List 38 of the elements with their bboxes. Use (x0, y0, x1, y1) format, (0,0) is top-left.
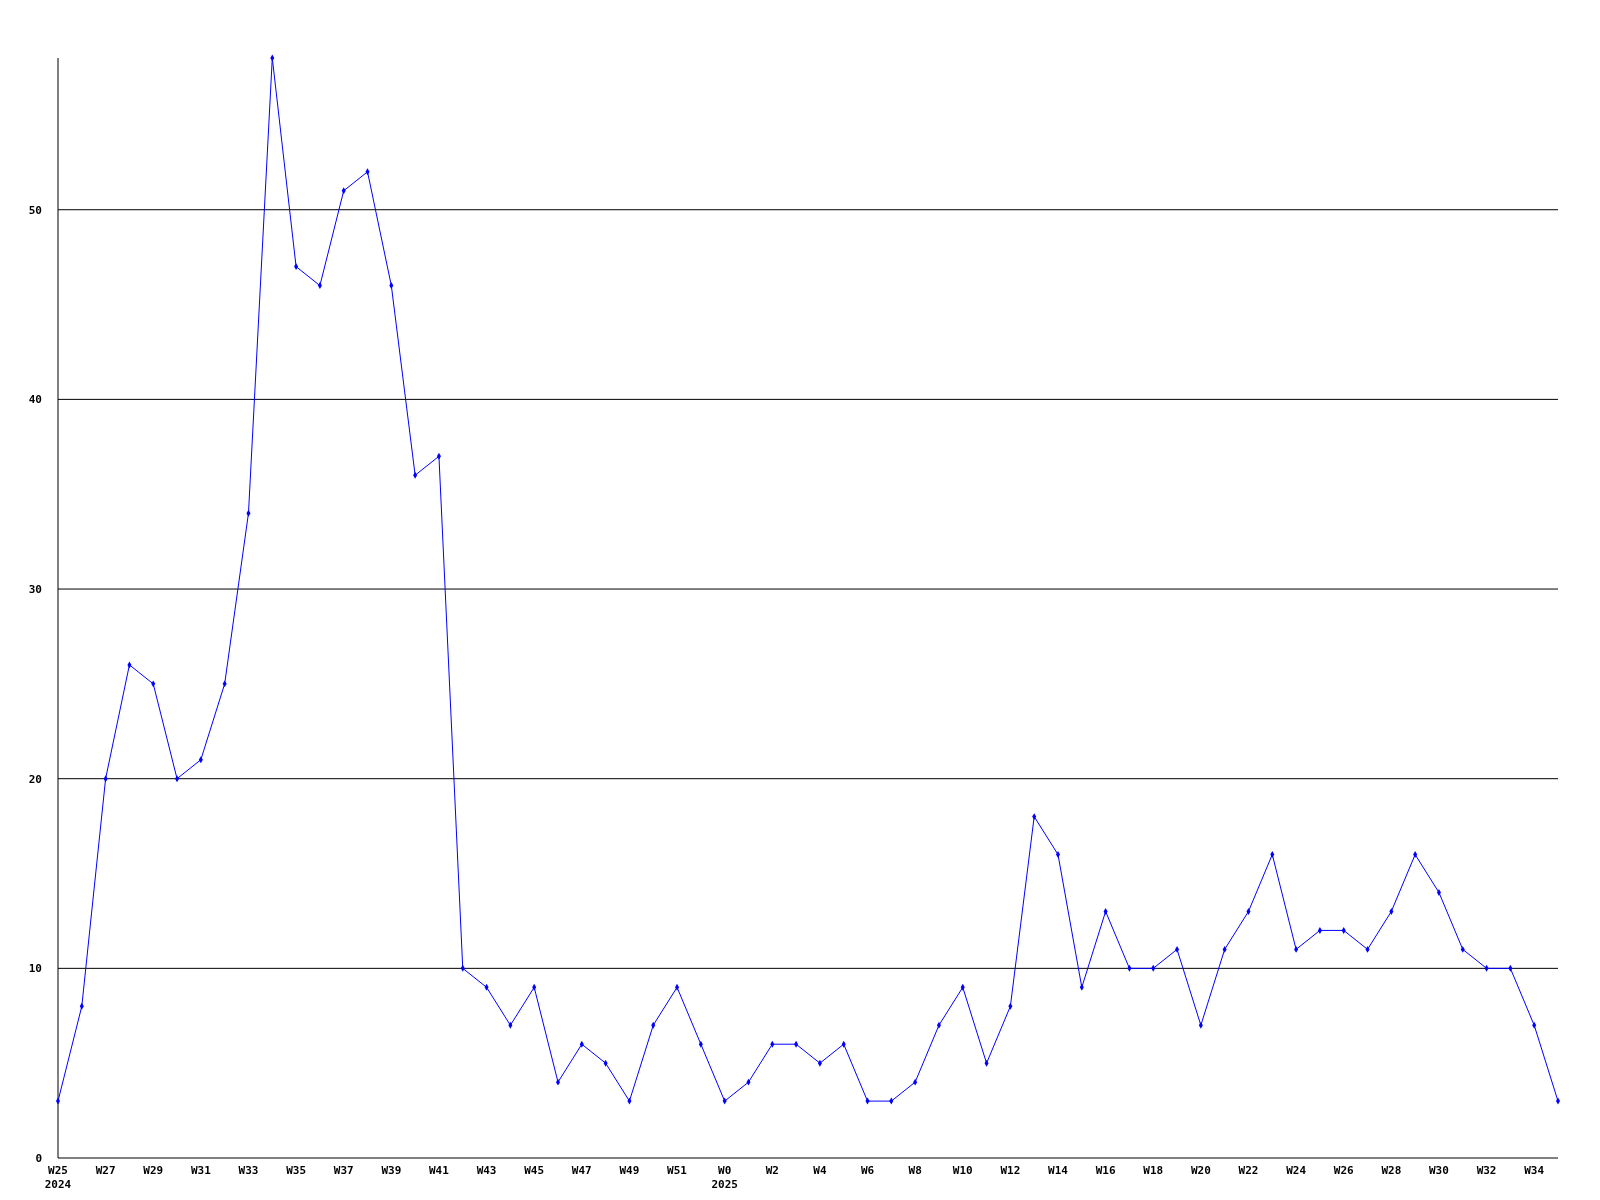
x-tick-label: W0 2025 (711, 1164, 738, 1191)
x-tick-label: W49 (619, 1164, 640, 1177)
x-tick-label: W6 (860, 1164, 875, 1177)
x-tick-label: W28 (1381, 1164, 1402, 1177)
x-tick-label: W39 (381, 1164, 402, 1177)
x-tick-label: W12 (1000, 1164, 1021, 1177)
x-tick-label: W37 (333, 1164, 354, 1177)
y-tick-label: 40 (28, 393, 42, 407)
x-tick-label: W29 (143, 1164, 164, 1177)
x-tick-label: W27 (95, 1164, 116, 1177)
x-tick-label: W24 (1286, 1164, 1307, 1177)
x-tick-label: W30 (1429, 1164, 1449, 1177)
x-tick-label: W51 (667, 1164, 688, 1177)
x-tick-label: W26 (1333, 1164, 1355, 1177)
x-tick-label: W43 (476, 1164, 497, 1177)
y-tick-label: 30 (28, 582, 42, 596)
x-tick-label: W18 (1143, 1164, 1164, 1177)
x-tick-label: W34 (1524, 1164, 1545, 1177)
x-tick-label: W32 (1476, 1164, 1497, 1177)
x-tick-label: W35 (286, 1164, 307, 1177)
x-tick-label: W16 (1095, 1164, 1116, 1177)
x-tick-label: W33 (238, 1164, 259, 1177)
x-tick-label: W45 (524, 1164, 545, 1177)
x-tick-label: W25 2024 (44, 1164, 72, 1191)
x-tick-label: W8 (908, 1164, 922, 1177)
y-tick-label: 20 (28, 772, 42, 786)
x-tick-label: W20 (1190, 1164, 1211, 1177)
x-tick-label: W47 (571, 1164, 592, 1177)
x-tick-label: W10 (952, 1164, 973, 1177)
x-tick-label: W4 (813, 1164, 827, 1177)
x-tick-label: W41 (429, 1164, 450, 1177)
y-tick-label: 50 (28, 203, 42, 217)
y-tick-label: 10 (28, 962, 42, 976)
y-tick-label: 0 (35, 1151, 42, 1165)
x-tick-label: W31 (190, 1164, 212, 1177)
x-tick-label: W2 (765, 1164, 779, 1177)
x-tick-label: W14 (1048, 1164, 1069, 1177)
x-tick-label: W22 (1238, 1164, 1259, 1177)
